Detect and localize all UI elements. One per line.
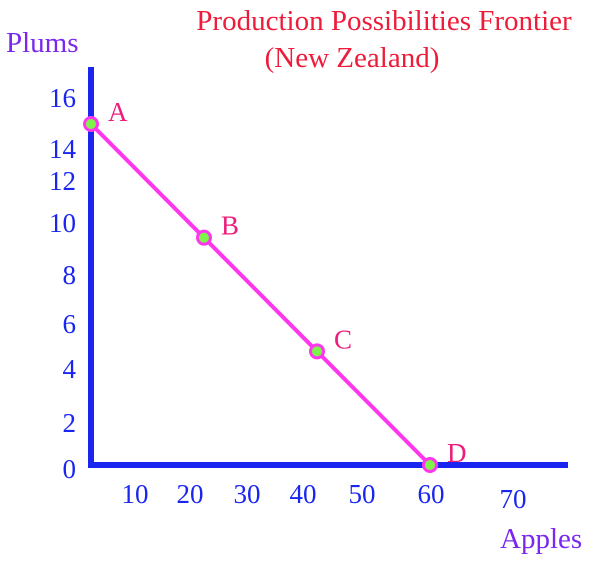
ppf-line (89, 122, 432, 467)
y-axis-title: Plums (6, 27, 79, 59)
ppf-point-label-a: A (108, 97, 128, 127)
y-tick-label: 4 (63, 354, 77, 384)
ppf-point-label-d: D (447, 438, 467, 468)
ppf-point-a (83, 116, 99, 132)
y-tick-label: 8 (63, 260, 77, 290)
y-tick-label: 14 (49, 134, 77, 164)
y-tick-label: 12 (49, 166, 76, 196)
x-tick-label: 20 (177, 479, 204, 509)
ppf-point-label-c: C (334, 324, 352, 354)
ppf-point-c (309, 343, 325, 360)
x-tick-label: 60 (418, 479, 445, 509)
ppf-point-d (422, 457, 438, 473)
chart-title: Production Possibilities Frontier (New Z… (196, 5, 572, 74)
x-tick-label: 40 (290, 479, 317, 509)
y-tick-label: 2 (63, 408, 77, 438)
y-tick-label: 10 (49, 208, 76, 238)
ppf-point-label-b: B (221, 211, 239, 241)
ppf-points: A B C D (83, 97, 467, 473)
axes (88, 67, 568, 468)
x-tick-label: 70 (500, 484, 527, 514)
y-tick-label: 16 (49, 83, 76, 113)
title-line-2: (New Zealand) (265, 42, 440, 74)
y-tick-label: 0 (63, 454, 77, 484)
x-tick-label: 10 (122, 479, 149, 509)
y-tick-label: 6 (63, 309, 77, 339)
ppf-point-b (196, 229, 212, 246)
x-tick-label: 50 (349, 479, 376, 509)
x-tick-label: 30 (234, 479, 261, 509)
x-tick-labels: 10 20 30 40 50 60 70 (122, 479, 527, 514)
x-axis-title: Apples (500, 523, 582, 555)
title-line-1: Production Possibilities Frontier (196, 5, 572, 37)
